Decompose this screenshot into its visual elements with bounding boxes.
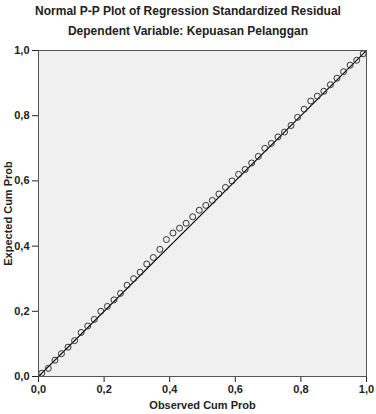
svg-text:0,2: 0,2 [14,305,29,317]
svg-text:0,0: 0,0 [14,370,29,382]
svg-text:Observed Cum Prob: Observed Cum Prob [149,399,256,411]
svg-text:0,4: 0,4 [162,383,178,395]
html-text:Normal P-P Plot of Regression: Normal P-P Plot of Regression Standardiz… [35,4,341,18]
svg-text:0,4: 0,4 [14,240,30,252]
svg-text:0,8: 0,8 [14,109,29,121]
html-text:Dependent Variable: Kepuasan P: Dependent Variable: Kepuasan Pelanggan [68,24,308,38]
svg-text:0,2: 0,2 [96,383,111,395]
svg-text:Expected Cum Prob: Expected Cum Prob [2,161,14,266]
svg-text:0,6: 0,6 [14,174,29,186]
svg-text:1,0: 1,0 [359,383,374,395]
svg-text:0,0: 0,0 [31,383,46,395]
svg-text:0,6: 0,6 [228,383,243,395]
svg-text:1,0: 1,0 [14,44,29,56]
svg-text:0,8: 0,8 [293,383,308,395]
